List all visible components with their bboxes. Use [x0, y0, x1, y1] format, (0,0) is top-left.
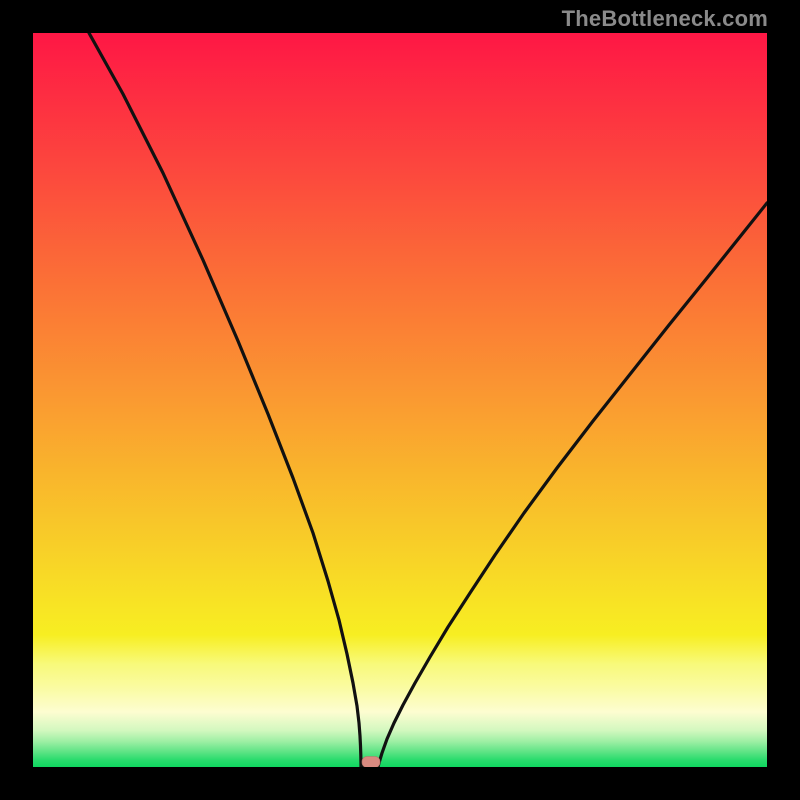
watermark-text: TheBottleneck.com [562, 6, 768, 32]
plot-background [33, 33, 767, 767]
optimum-marker [362, 757, 380, 768]
chart-wrap: TheBottleneck.com [0, 0, 800, 800]
chart-svg [0, 0, 800, 800]
